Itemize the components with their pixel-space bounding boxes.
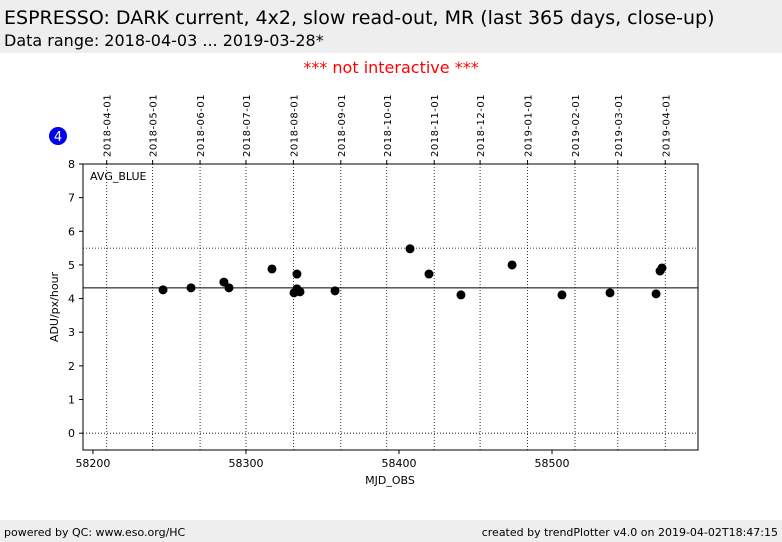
y-tick-label: 7 [68,192,75,205]
badge [49,127,67,145]
x2-tick-label: 2019-03-01 [614,94,625,157]
x2-tick-label: 2018-12-01 [476,94,487,157]
plot-frame [82,163,699,451]
point [186,283,196,293]
x2-tick-label: 2018-06-01 [196,94,207,157]
y-tick-label: 4 [68,293,75,306]
footer-left: powered by QC: www.eso.org/HC [4,526,186,539]
x-tick-label: 58500 [535,457,570,470]
y-tick-label: 6 [68,225,75,238]
x2-tick-label: 2019-04-01 [661,94,672,157]
point [507,260,517,270]
x-tick-label: 58300 [228,457,263,470]
point [605,288,615,298]
y-tick-label: 1 [68,394,75,407]
point [456,290,466,300]
x2-tick-label: 2019-01-01 [524,94,535,157]
note: *** not interactive *** [303,58,478,77]
y-tick-label: 8 [68,158,75,171]
x2-tick-label: 2019-02-01 [571,94,582,157]
footer-right: created by trendPlotter v4.0 on 2019-04-… [482,526,778,539]
y-tick-label: 2 [68,360,75,373]
x-tick-label: 58400 [381,457,416,470]
point [557,290,567,300]
y-tick-label: 3 [68,326,75,339]
point [651,289,661,299]
chart-title: ESPRESSO: DARK current, 4x2, slow read-o… [4,7,715,29]
point [292,269,302,279]
x2-tick-label: 2018-07-01 [242,94,253,157]
header-bg [0,0,782,53]
point [405,244,415,254]
point [330,286,340,296]
chart-subtitle: Data range: 2018-04-03 ... 2019-03-28* [4,31,324,50]
x2-tick-label: 2018-04-01 [103,94,114,157]
y-axis-label: ADU/px/hour [48,271,61,342]
point [158,285,168,295]
badge-text: 4 [54,130,62,145]
x-tick-label: 58200 [75,457,110,470]
x2-tick-label: 2018-08-01 [289,94,300,157]
x2-tick-label: 2018-09-01 [337,94,348,157]
footer-bg [0,520,782,542]
y-tick-label: 5 [68,259,75,272]
point [224,283,234,293]
y-tick-label: 0 [68,427,75,440]
point [295,287,305,297]
x2-tick-label: 2018-11-01 [430,94,441,157]
series-label: AVG_BLUE [90,170,147,183]
point [657,263,667,273]
point [267,264,277,274]
point [424,269,434,279]
x2-tick-label: 2018-05-01 [149,94,160,157]
x-axis-label: MJD_OBS [365,474,415,487]
x2-tick-label: 2018-10-01 [383,94,394,157]
